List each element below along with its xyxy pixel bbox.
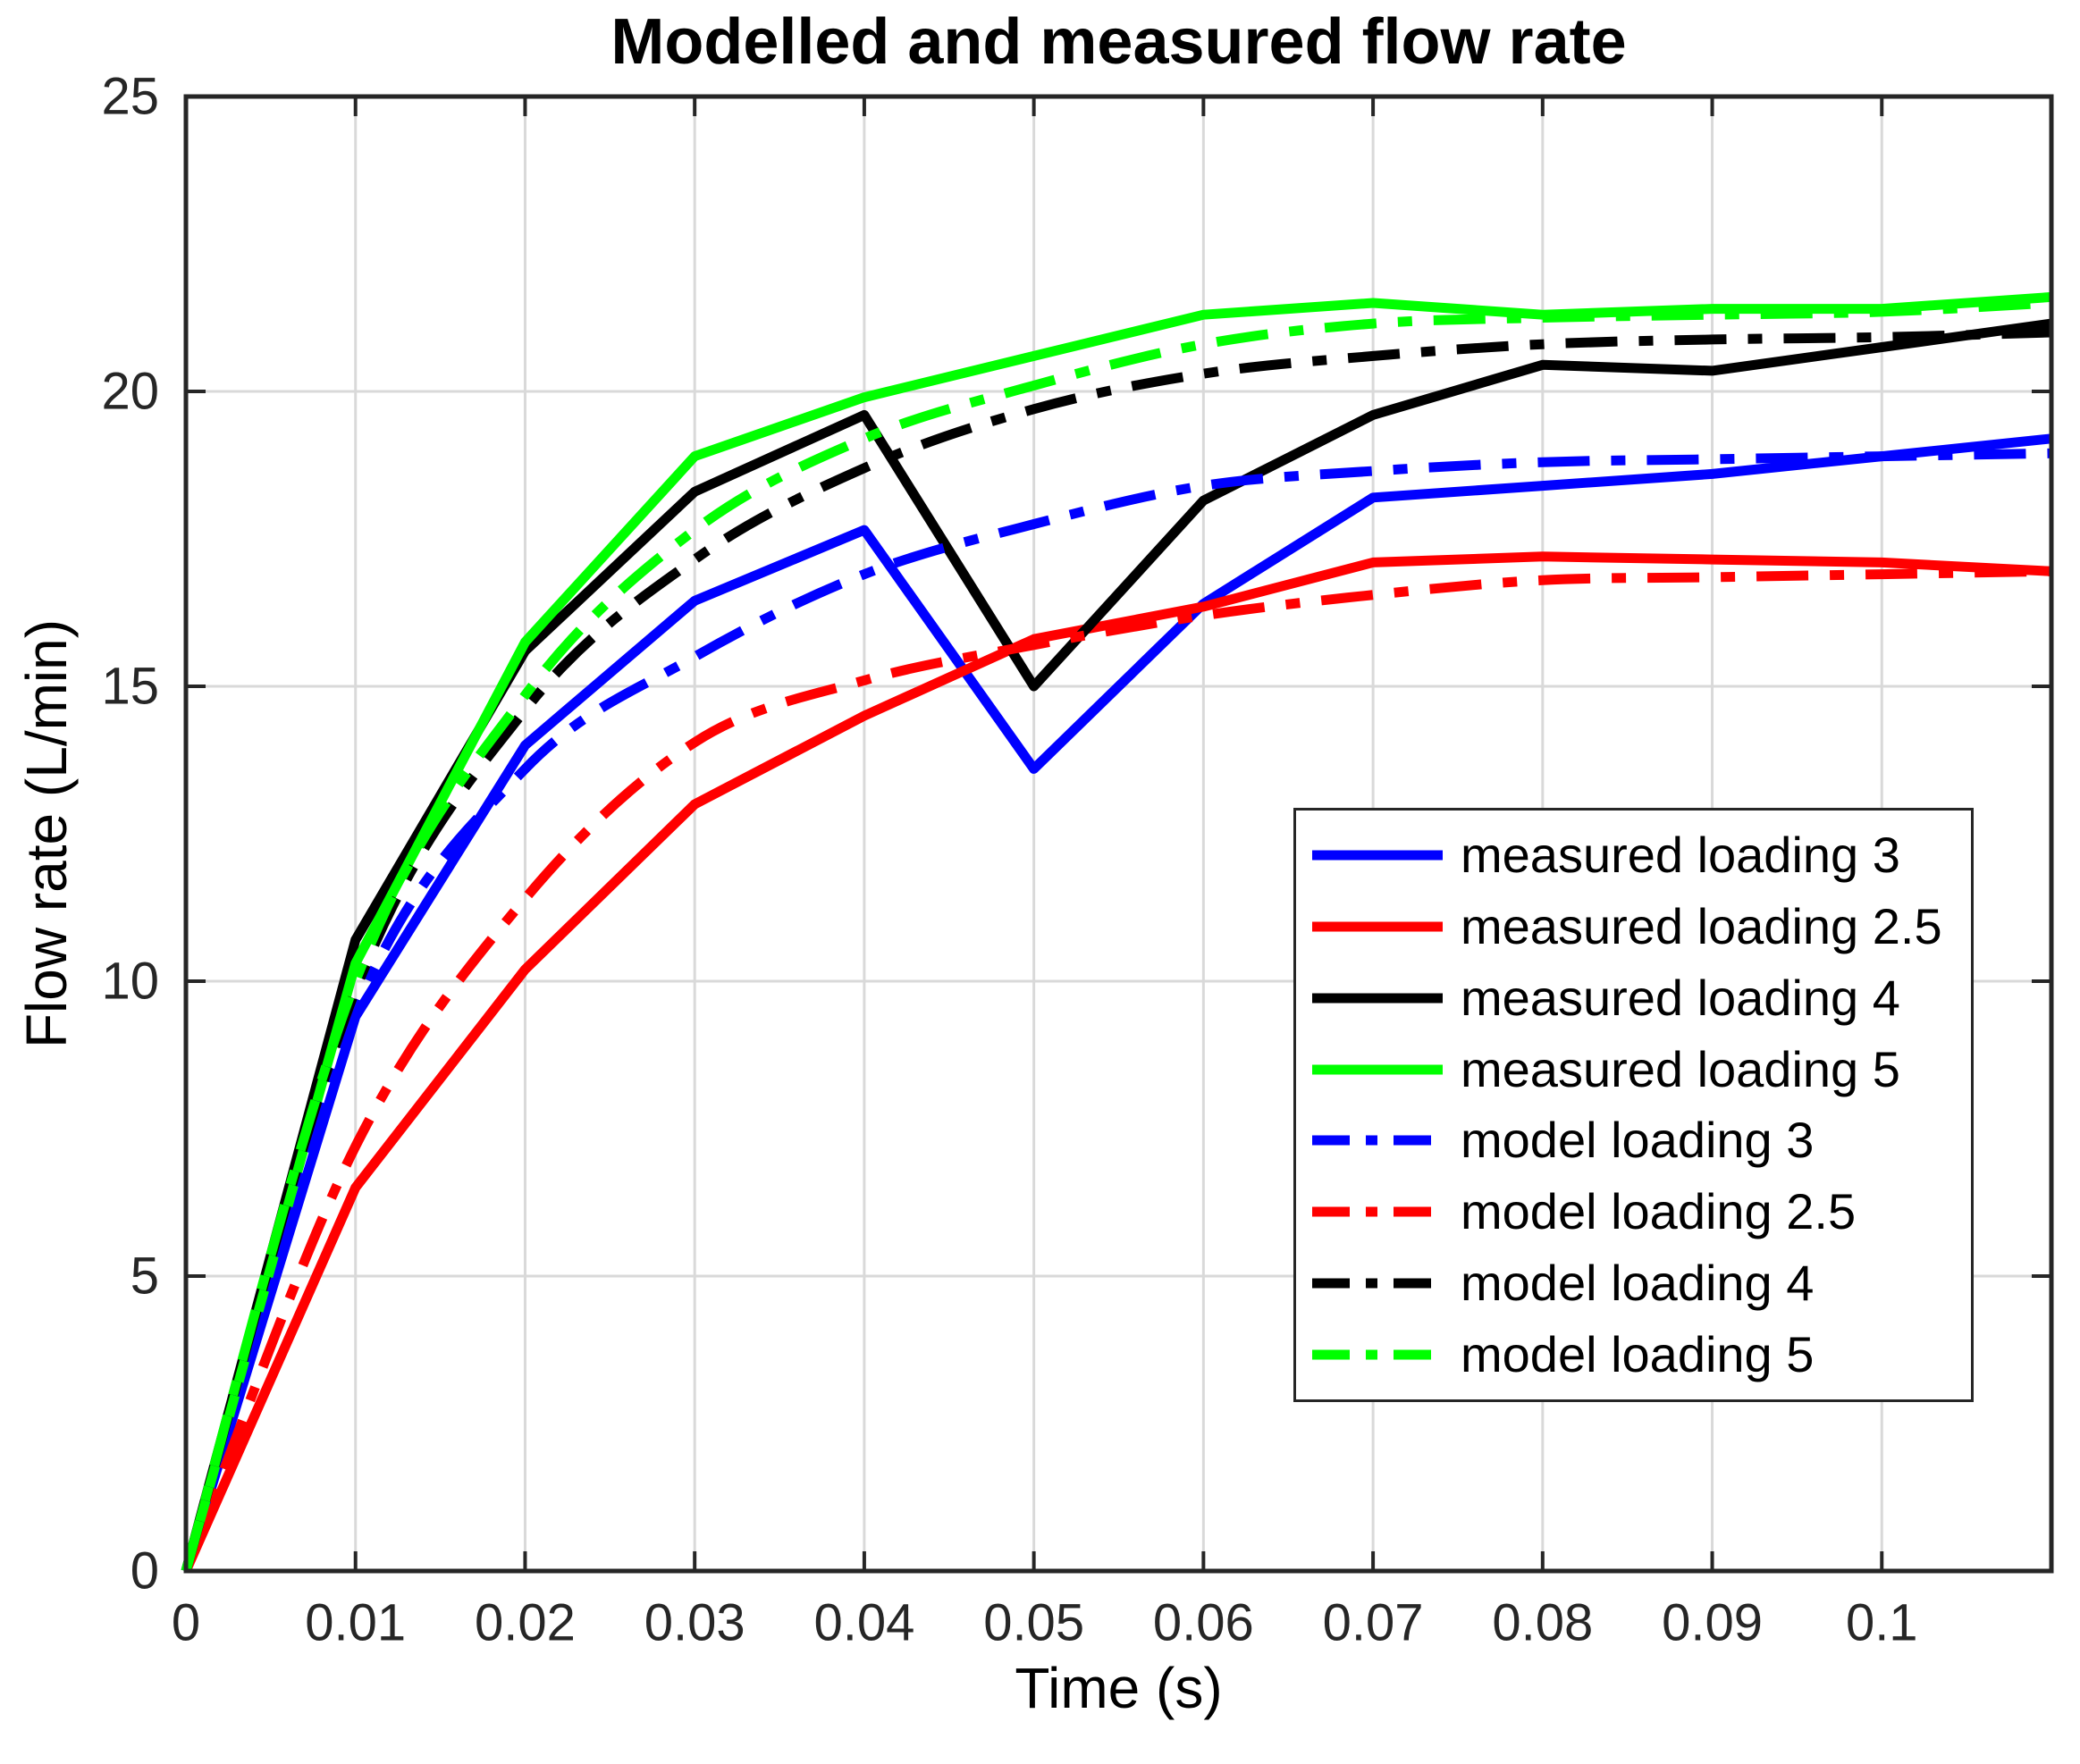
x-tick-label: 0.1	[1846, 1594, 1918, 1652]
legend-sample-line	[1312, 850, 1443, 861]
series-line-measured-loading-2-5	[181, 551, 2052, 1574]
legend-label: measured loading 4	[1461, 969, 1900, 1026]
legend-entry: model loading 3	[1296, 1115, 1971, 1165]
legend-label: model loading 3	[1461, 1112, 1815, 1169]
series-line-model-loading-2-5	[181, 566, 2052, 1574]
legend-label: model loading 4	[1461, 1255, 1815, 1312]
legend-entry: measured loading 5	[1296, 1040, 1971, 1097]
legend-entry: model loading 2.5	[1296, 1187, 1971, 1237]
series-line-measured-loading-5	[181, 291, 2052, 1573]
axes-box	[183, 94, 2054, 1574]
legend-sample-line	[1312, 1135, 1443, 1146]
x-tick-label: 0.03	[644, 1594, 745, 1652]
y-tick-label: 20	[101, 363, 159, 421]
legend-sample-line	[1312, 1349, 1443, 1360]
x-tick-label: 0.07	[1323, 1594, 1424, 1652]
series-line-model-loading-3	[181, 448, 2052, 1573]
legend-sample-line	[1312, 1206, 1443, 1217]
legend: measured loading 3 measured loading 2.5 …	[1293, 808, 1974, 1402]
x-tick-label: 0.09	[1662, 1594, 1763, 1652]
chart-title: Modelled and measured flow rate	[611, 6, 1627, 78]
x-tick-label: 0	[172, 1594, 200, 1652]
x-axis-label: Time (s)	[1015, 1656, 1223, 1720]
y-tick-label: 15	[101, 658, 159, 716]
y-tick-label: 25	[101, 68, 159, 126]
x-tick-label: 0.04	[813, 1594, 914, 1652]
x-tick-label: 0.06	[1153, 1594, 1254, 1652]
legend-sample-line	[1312, 921, 1443, 932]
legend-label: measured loading 5	[1461, 1040, 1900, 1097]
legend-label: measured loading 2.5	[1461, 897, 1942, 954]
legend-entry: measured loading 4	[1296, 969, 1971, 1026]
y-axis-label: Flow rate (L/min)	[14, 618, 79, 1049]
legend-entry: model loading 4	[1296, 1258, 1971, 1308]
legend-label: model loading 2.5	[1461, 1183, 1857, 1240]
y-tick-label: 0	[131, 1542, 159, 1600]
legend-entry: measured loading 2.5	[1296, 897, 1971, 954]
legend-entry: model loading 5	[1296, 1330, 1971, 1380]
x-tick-label: 0.08	[1492, 1594, 1593, 1652]
legend-label: measured loading 3	[1461, 826, 1900, 883]
y-tick-label: 10	[101, 953, 159, 1011]
series-line-measured-loading-3	[181, 433, 2052, 1573]
x-tick-label: 0.05	[983, 1594, 1084, 1652]
y-tick-label: 5	[131, 1247, 159, 1306]
legend-sample-line	[1312, 993, 1443, 1004]
series-line-model-loading-5	[181, 298, 2052, 1573]
x-tick-label: 0.01	[305, 1594, 406, 1652]
x-tick-label: 0.02	[475, 1594, 576, 1652]
legend-sample-line	[1312, 1064, 1443, 1075]
legend-label: model loading 5	[1461, 1326, 1815, 1383]
legend-sample-line	[1312, 1278, 1443, 1289]
legend-entry: measured loading 3	[1296, 826, 1971, 883]
